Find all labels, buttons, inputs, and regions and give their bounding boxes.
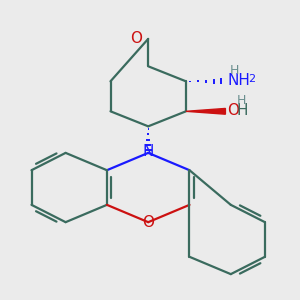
Text: H: H xyxy=(230,64,239,77)
Polygon shape xyxy=(186,108,225,114)
Text: NH: NH xyxy=(227,73,250,88)
Text: O: O xyxy=(227,103,239,118)
Text: H: H xyxy=(237,94,246,107)
Text: O: O xyxy=(130,32,142,46)
Text: N: N xyxy=(142,144,154,159)
Text: H: H xyxy=(236,103,248,118)
Text: O: O xyxy=(142,215,154,230)
Text: 2: 2 xyxy=(248,74,255,84)
